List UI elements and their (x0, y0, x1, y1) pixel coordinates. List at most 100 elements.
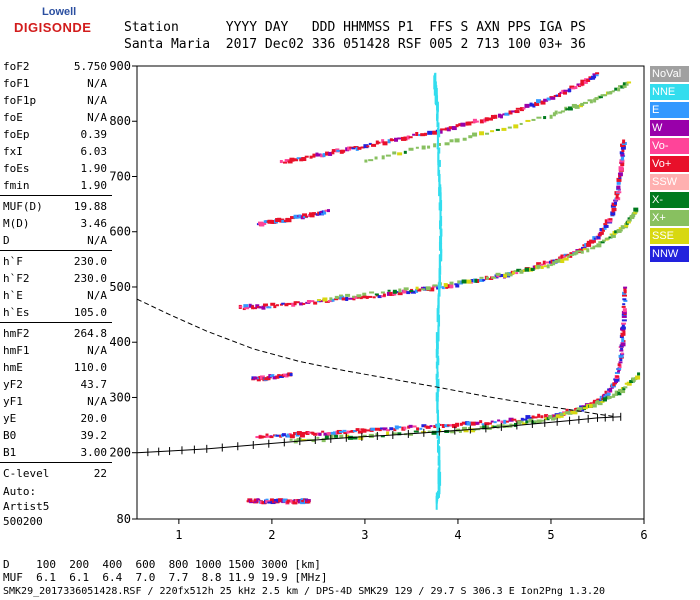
echo-mark (543, 98, 549, 102)
echo-mark (301, 439, 307, 442)
param-value: N/A (87, 344, 107, 357)
param-row: yF2 43.7 (0, 376, 112, 393)
echo-mark (617, 363, 621, 367)
echo-mark (266, 306, 272, 309)
echo-mark (607, 218, 613, 223)
echo-mark (381, 139, 385, 144)
echo-mark (306, 299, 311, 303)
echo-mark (315, 152, 319, 157)
echo-mark (582, 248, 588, 251)
echo-mark (603, 395, 608, 398)
param-name: yF2 (3, 378, 23, 391)
echo-mark (436, 432, 439, 439)
echo-mark (515, 272, 519, 275)
echo-mark (374, 156, 378, 160)
echo-mark (444, 424, 450, 428)
echo-mark (495, 272, 501, 276)
echo-mark (569, 252, 573, 256)
echo-mark (617, 172, 622, 175)
echo-mark (367, 295, 373, 298)
param-name: M(D) (3, 217, 30, 230)
logo-digisonde: DIGISONDE (14, 20, 92, 35)
param-row: hmF2 264.8 (0, 325, 112, 342)
echo-mark (437, 152, 440, 166)
echo-mark (283, 161, 288, 164)
echo-mark (525, 420, 529, 424)
param-row: h`F 230.0 (0, 253, 112, 270)
param-value: N/A (87, 94, 107, 107)
echo-mark (598, 96, 603, 99)
legend-item: Vo- (650, 138, 689, 154)
echo-mark (632, 377, 636, 382)
echo-mark (253, 376, 259, 380)
echo-mark (345, 293, 351, 297)
echo-mark (421, 145, 426, 150)
echo-mark (239, 305, 243, 308)
echo-mark (543, 116, 547, 120)
echo-mark (505, 420, 509, 423)
param-name: foF1p (3, 94, 37, 107)
echo-mark (521, 422, 527, 425)
echo-mark (286, 302, 292, 305)
echo-mark (496, 275, 502, 278)
echo-mark (589, 77, 593, 80)
echo-mark (465, 121, 469, 126)
echo-mark (352, 436, 358, 440)
echo-mark (343, 432, 348, 435)
echo-mark (421, 288, 426, 291)
echo-mark (544, 414, 549, 419)
echo-mark (436, 132, 439, 145)
echo-mark (281, 433, 286, 437)
echo-mark (387, 289, 391, 292)
echo-mark (328, 151, 333, 156)
echo-mark (500, 420, 504, 424)
echo-mark (494, 114, 498, 119)
echo-mark (293, 432, 298, 436)
param-row: hmF1 N/A (0, 342, 112, 359)
echo-mark (382, 293, 386, 297)
param-value: 1.90 (80, 162, 108, 175)
x-tick-label: 2 (268, 528, 275, 542)
echo-mark (282, 498, 288, 503)
echo-mark (519, 122, 523, 125)
y-tick-label: 80 (117, 512, 131, 526)
echo-mark (437, 160, 440, 175)
echo-mark (589, 99, 593, 104)
echo-mark (324, 300, 330, 303)
legend-item: X- (650, 192, 689, 208)
x-tick-label: 5 (547, 528, 554, 542)
echo-mark (616, 370, 620, 373)
echo-mark (457, 280, 463, 285)
echo-mark (438, 423, 442, 426)
echo-mark (621, 324, 625, 329)
echo-mark (370, 427, 376, 431)
echo-mark (614, 371, 620, 374)
echo-mark (612, 382, 616, 387)
echo-mark (290, 216, 296, 220)
echo-mark (618, 361, 623, 364)
echo-mark (599, 231, 604, 235)
echo-mark (275, 375, 280, 379)
param-row: h`E N/A (0, 287, 112, 304)
echo-mark (251, 305, 255, 310)
param-value: 3.46 (80, 217, 108, 230)
echo-mark (499, 274, 505, 278)
plot-frame (136, 65, 645, 520)
echo-mark (626, 220, 631, 224)
echo-mark (555, 414, 561, 419)
echo-mark (380, 291, 385, 294)
echo-mark (436, 143, 439, 150)
echo-mark (317, 299, 322, 302)
echo-mark (358, 435, 364, 440)
echo-mark (317, 211, 321, 215)
echo-mark (438, 288, 441, 297)
param-name: B0 (3, 429, 17, 442)
echo-mark (366, 145, 370, 148)
param-row: MUF(D) 19.88 (0, 198, 112, 215)
echo-mark (610, 204, 616, 208)
echo-mark (292, 500, 298, 505)
echo-mark (475, 120, 479, 123)
echo-mark (454, 138, 460, 143)
echo-mark (436, 138, 439, 147)
echo-mark (590, 247, 596, 250)
